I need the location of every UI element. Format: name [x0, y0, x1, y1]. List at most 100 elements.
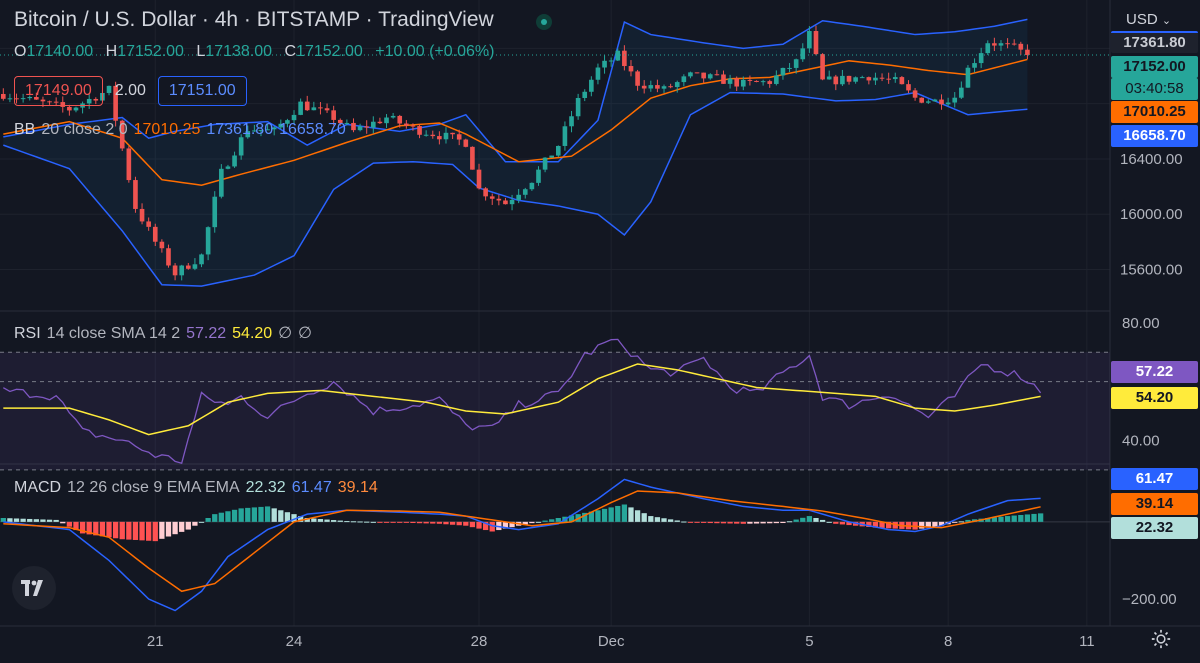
rsi-sma-line: [3, 363, 1041, 436]
macd-histogram-bar: [469, 521, 476, 528]
macd-histogram-bar: [694, 521, 700, 523]
candle-body: [397, 115, 403, 124]
macd-legend[interactable]: MACD 12 26 close 9 EMA EMA 22.32 61.47 39.14: [14, 479, 384, 497]
candle-body: [688, 72, 693, 77]
candle-body: [641, 85, 647, 89]
candle-body: [404, 123, 409, 126]
macd-histogram-bar: [879, 521, 885, 528]
bar-countdown-tag: 03:40:58: [1111, 78, 1198, 100]
macd-histogram-bar: [628, 507, 634, 522]
sell-button[interactable]: 17149.00: [14, 76, 103, 106]
candle-body: [780, 67, 786, 76]
time-tick-label: 21: [147, 633, 164, 650]
candle-body: [714, 74, 720, 76]
candle-body: [985, 43, 991, 54]
bb-upper-value: 17361.80: [206, 121, 274, 138]
candle-body: [555, 145, 561, 156]
macd-histogram-bar: [436, 521, 443, 524]
rsi-empty-2: ∅: [298, 325, 313, 342]
candle-body: [1011, 43, 1017, 45]
bb-basis-line: [3, 58, 1028, 186]
macd-value: 61.47: [291, 479, 332, 496]
candle-body: [351, 122, 356, 131]
macd-histogram-bar: [522, 521, 528, 525]
rsi-pane: [0, 338, 1110, 471]
macd-histogram-bar: [33, 519, 39, 522]
macd-histogram-bar: [245, 507, 251, 522]
macd-histogram-bar: [357, 521, 363, 523]
candle-body: [20, 98, 26, 100]
macd-legend-name: MACD: [14, 479, 62, 496]
macd-histogram-bar: [13, 518, 20, 522]
macd-histogram-bar: [53, 519, 59, 522]
candle-body: [1018, 43, 1024, 50]
candle-body: [661, 86, 667, 89]
spread-value: 2.00: [114, 82, 146, 99]
candle-body: [740, 79, 746, 87]
macd-histogram-bar: [740, 521, 746, 524]
macd-histogram-bar: [284, 512, 291, 522]
gear-icon[interactable]: [1150, 628, 1172, 650]
rsi-sma-tag: 54.20: [1111, 387, 1198, 409]
candle-body: [456, 134, 462, 140]
macd-histogram-bar: [331, 520, 337, 522]
buy-button[interactable]: 17151.00: [157, 76, 247, 106]
currency-selector[interactable]: USD ⌄: [1126, 11, 1171, 28]
candle-body: [483, 188, 488, 197]
candle-body: [707, 74, 713, 79]
macd-histogram-bar: [641, 513, 647, 522]
candle-body: [311, 107, 317, 111]
candle-body: [470, 146, 475, 170]
close-value: 17152.00: [296, 43, 363, 60]
candle-body: [932, 99, 938, 102]
macd-histogram-bar: [555, 518, 561, 522]
candle-body: [582, 91, 588, 98]
macd-histogram-bar: [304, 518, 310, 522]
candle-body: [853, 77, 858, 82]
price-axis[interactable]: 16400.00 16000.00 15600.00 80.00 40.00 −200.0…: [1120, 151, 1183, 608]
macd-histogram-bar: [383, 521, 390, 523]
candle-body: [489, 196, 495, 199]
macd-histogram-bar: [390, 521, 396, 523]
macd-histogram-bar: [595, 510, 601, 522]
candle-body: [1005, 43, 1010, 45]
candle-body: [608, 60, 614, 62]
candle-body: [370, 121, 376, 128]
tradingview-logo-icon[interactable]: [12, 566, 56, 610]
macd-histogram-bar: [146, 521, 152, 541]
macd-histogram-bar: [93, 521, 99, 536]
macd-histogram-bar: [231, 509, 238, 522]
candle-body: [476, 169, 482, 189]
macd-histogram-bar: [271, 508, 277, 522]
macd-histogram-bar: [278, 510, 284, 522]
time-axis[interactable]: 21 24 28 Dec 5 8 11: [147, 633, 1095, 650]
bb-legend[interactable]: BB 20 close 2 0 17010.25 17361.80 16658.70: [14, 121, 352, 139]
macd-histogram-bar: [1018, 514, 1024, 522]
candle-body: [992, 43, 997, 46]
high-label: H: [105, 43, 118, 60]
candle-body: [298, 101, 303, 115]
macd-histogram-bar: [377, 521, 383, 523]
close-label: C: [284, 43, 297, 60]
signal-tag: 39.14: [1111, 493, 1198, 515]
candle-body: [324, 108, 330, 111]
macd-histogram-bar: [608, 507, 614, 522]
candle-body: [939, 99, 944, 105]
rsi-legend[interactable]: RSI 14 close SMA 14 2 57.22 54.20 ∅ ∅: [14, 323, 318, 343]
candle-body: [113, 85, 118, 121]
bb-basis-value: 17010.25: [133, 121, 201, 138]
macd-histogram-bar: [720, 521, 727, 524]
macd-histogram-bar: [66, 521, 73, 527]
macd-histogram-bar: [654, 517, 661, 522]
macd-histogram-bar: [667, 519, 674, 522]
candle-body: [133, 180, 138, 209]
candle-body: [807, 31, 812, 49]
macd-pane: [0, 478, 1110, 612]
candle-body: [278, 123, 284, 128]
candle-body: [245, 131, 251, 138]
candle-body: [628, 66, 634, 72]
macd-histogram-bar: [370, 521, 376, 523]
symbol-title[interactable]: Bitcoin / U.S. Dollar · 4h · BITSTAMP · …: [14, 8, 494, 31]
macd-histogram-bar: [119, 521, 125, 540]
